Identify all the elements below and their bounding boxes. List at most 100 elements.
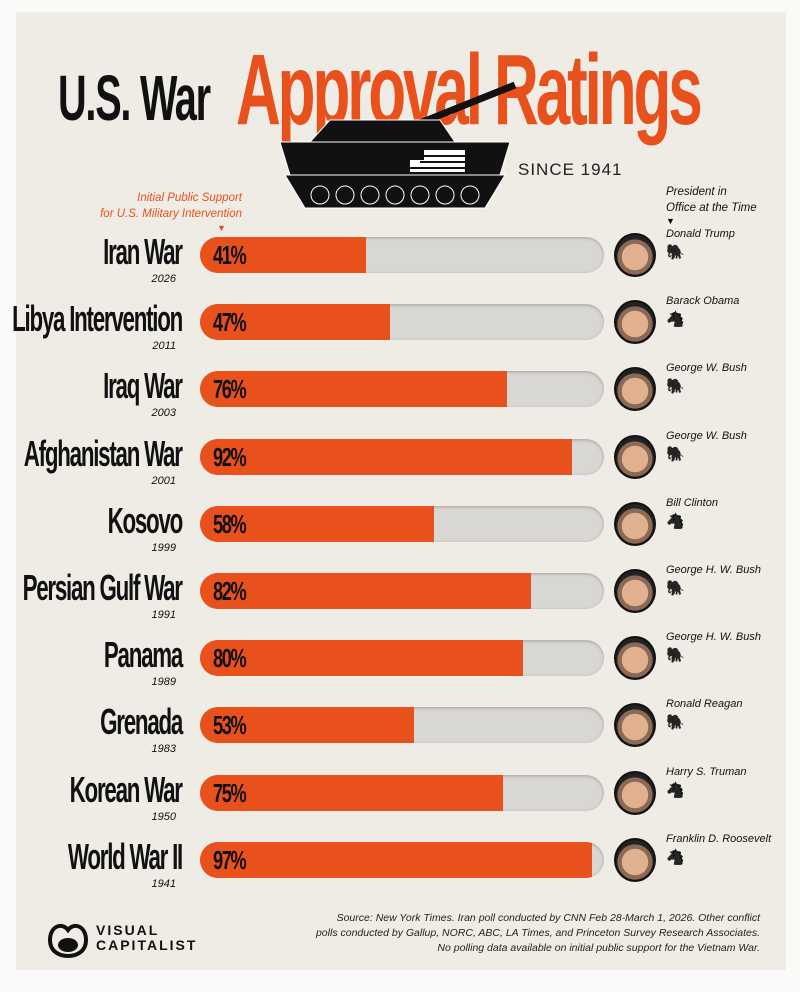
source-line1: Source: New York Times. Iran poll conduc… (336, 912, 760, 924)
left-header-line2: for U.S. Military Intervention (100, 208, 242, 220)
left-header-line1: Initial Public Support (137, 192, 242, 204)
bar-row: Persian Gulf War 1991 82% George H. W. B… (0, 564, 800, 633)
bar-row: Korean War 1950 75% Harry S. Truman 🐴 (0, 766, 800, 835)
bar-value-label: 80% (213, 643, 247, 674)
bar-track (200, 505, 604, 542)
bar-track (200, 573, 604, 609)
conflict-name: Libya Intervention (12, 298, 183, 340)
republican-elephant-icon: 🐘 (666, 244, 685, 261)
conflict-name: Korean War (69, 768, 183, 810)
bar-value-label: 92% (213, 441, 247, 472)
bar-fill (200, 237, 366, 273)
logo-line1: VISUAL (96, 922, 160, 938)
bar-fill (200, 371, 508, 408)
bar-fill (200, 774, 503, 811)
bar-row: Kosovo 1999 58% Bill Clinton 🐴 (0, 497, 800, 566)
bar-value-label: 75% (213, 777, 247, 808)
president-name: George H. W. Bush (666, 564, 761, 576)
bar-track (200, 707, 604, 744)
republican-elephant-icon: 🐘 (666, 580, 685, 597)
president-name: George W. Bush (666, 429, 747, 442)
conflict-year: 2001 (151, 474, 176, 487)
conflict-name: Persian Gulf War (22, 567, 183, 608)
president-portrait (614, 434, 656, 479)
bar-row: Grenada 1983 53% Ronald Reagan 🐘 (0, 698, 800, 767)
bar-row: Libya Intervention 2011 47% Barack Obama… (0, 295, 800, 364)
conflict-year: 1999 (151, 541, 176, 554)
logo-mark-icon (47, 923, 89, 958)
president-name: Bill Clinton (666, 496, 718, 509)
conflict-year: 1991 (151, 609, 176, 621)
source-line3: No polling data available on initial pub… (437, 942, 760, 954)
conflict-year: 1941 (151, 877, 176, 890)
bar-fill (200, 304, 390, 341)
bar-value-label: 41% (213, 240, 247, 270)
republican-elephant-icon: 🐘 (666, 647, 685, 665)
president-portrait (614, 300, 656, 345)
bar-value-label: 97% (213, 844, 247, 875)
president-name: Barack Obama (666, 295, 740, 308)
bar-fill (200, 707, 415, 744)
logo-line2: CAPITALIST (96, 937, 198, 953)
bar-value-label: 53% (213, 710, 247, 741)
conflict-year: 2003 (151, 407, 176, 420)
conflict-name: Grenada (100, 701, 183, 743)
bar-row: Afghanistan War 2001 92% George W. Bush … (0, 430, 800, 499)
democrat-donkey-icon: 🐴 (666, 311, 685, 329)
president-name: Donald Trump (666, 228, 735, 240)
conflict-name: World War II (67, 835, 183, 877)
right-column-header: President in Office at the Time (666, 184, 757, 216)
source-note: Source: New York Times. Iran poll conduc… (316, 911, 760, 956)
bar-track (200, 640, 604, 677)
bar-value-label: 76% (213, 374, 247, 405)
bar-row: Iran War 2026 41% Donald Trump 🐘 (0, 228, 800, 297)
president-portrait (614, 837, 656, 882)
down-triangle-icon: ▼ (666, 216, 675, 226)
bar-track (200, 304, 604, 341)
president-portrait (614, 233, 656, 277)
bar-row: World War II 1941 97% Franklin D. Roosev… (0, 833, 800, 902)
bar-track (200, 371, 604, 408)
subtitle: SINCE 1941 (518, 160, 623, 179)
bar-fill (200, 505, 435, 542)
bar-track (200, 774, 604, 811)
conflict-name: Afghanistan War (24, 432, 183, 474)
republican-elephant-icon: 🐘 (666, 445, 685, 463)
right-header-line1: President in (666, 186, 727, 198)
source-line2: polls conducted by Gallup, NORC, ABC, LA… (315, 927, 760, 939)
right-header-line2: Office at the Time (666, 202, 757, 214)
president-name: Franklin D. Roosevelt (666, 832, 772, 845)
conflict-year: 1950 (151, 810, 176, 823)
democrat-donkey-icon: 🐴 (666, 781, 685, 799)
republican-elephant-icon: 🐘 (666, 378, 685, 396)
conflict-name: Iran War (103, 231, 183, 272)
president-portrait (614, 703, 656, 748)
visual-capitalist-logo: VISUAL CAPITALIST (46, 918, 197, 958)
president-name: Harry S. Truman (666, 765, 747, 778)
republican-elephant-icon: 🐘 (666, 714, 685, 732)
president-portrait (614, 501, 656, 546)
tank-illustration (279, 81, 517, 209)
bar-value-label: 58% (213, 508, 247, 539)
conflict-name: Iraq War (103, 365, 183, 407)
president-portrait (614, 770, 656, 815)
president-name: Ronald Reagan (666, 698, 743, 711)
title-part2: Approval Ratings (236, 34, 703, 146)
bar-fill (200, 438, 572, 475)
down-triangle-icon: ▼ (217, 223, 226, 233)
bar-fill (200, 640, 524, 677)
president-portrait (614, 367, 656, 412)
conflict-year: 1989 (151, 676, 176, 689)
democrat-donkey-icon: 🐴 (666, 848, 685, 866)
bar-fill (200, 841, 592, 878)
bar-value-label: 47% (213, 307, 247, 338)
president-name: George H. W. Bush (666, 631, 761, 644)
conflict-name: Kosovo (107, 499, 184, 541)
title-part1: U.S. War (58, 62, 211, 134)
bar-track (200, 438, 604, 475)
democrat-donkey-icon: 🐴 (666, 512, 685, 530)
bar-row: Panama 1989 80% George H. W. Bush 🐘 (0, 631, 800, 700)
bar-track (200, 841, 604, 878)
bar-track (200, 237, 604, 273)
president-portrait (614, 569, 656, 613)
